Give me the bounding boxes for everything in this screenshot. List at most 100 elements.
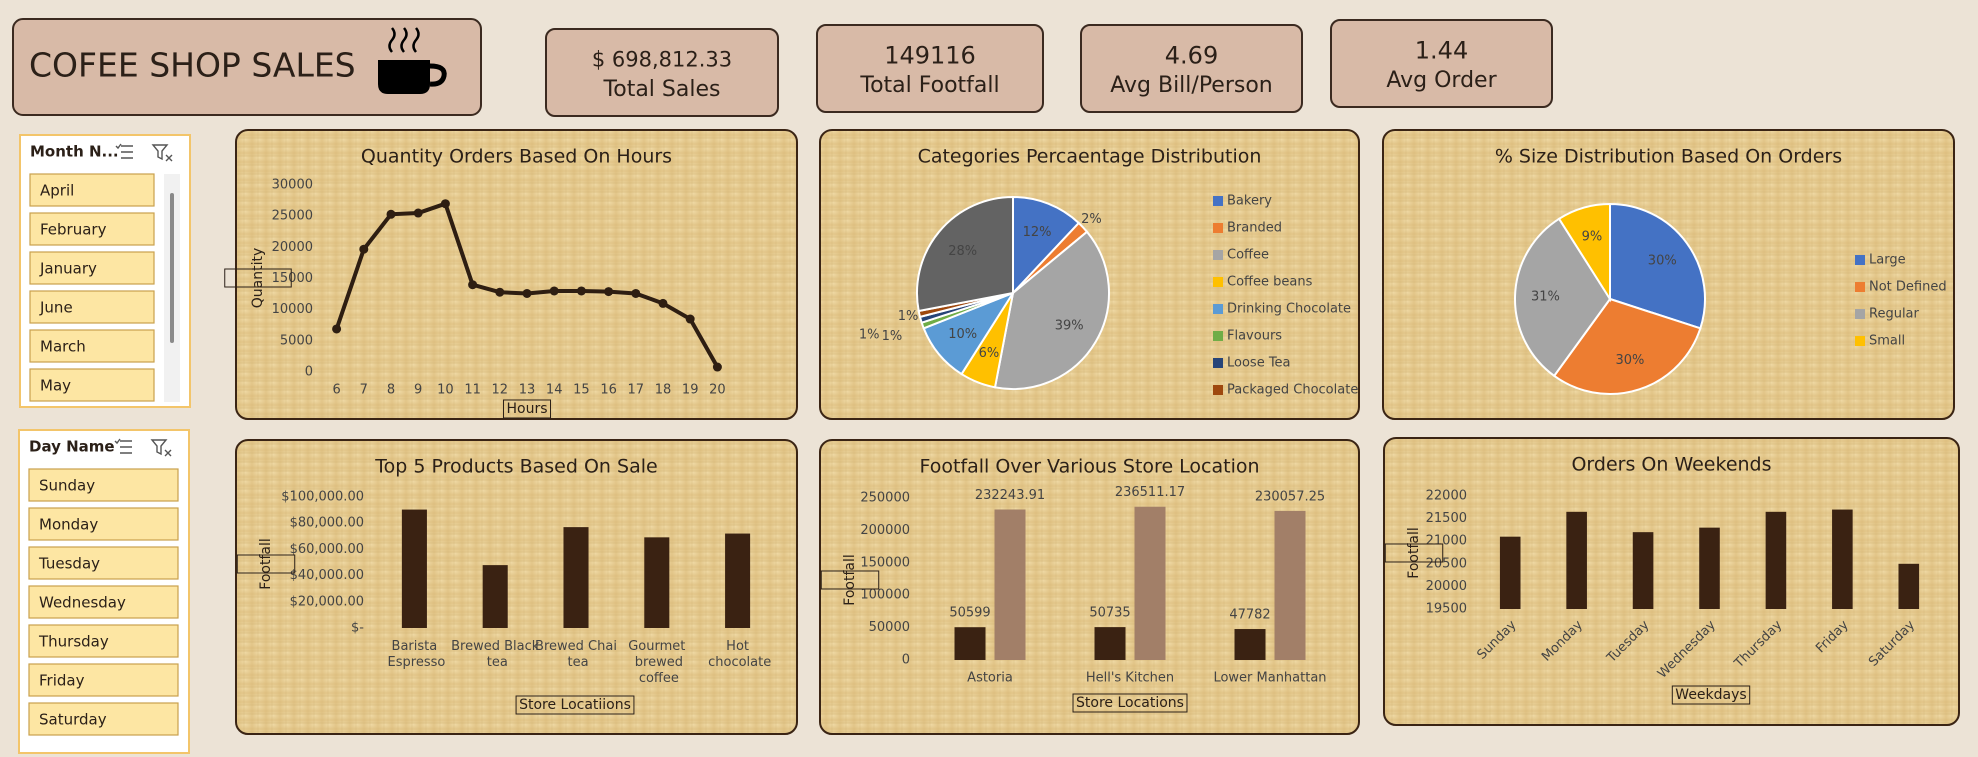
slicer-item[interactable]: May bbox=[29, 368, 155, 402]
kpi-box bbox=[1080, 24, 1303, 113]
bar bbox=[401, 509, 427, 628]
slicer-item-box[interactable] bbox=[29, 368, 155, 402]
slicer-item-label[interactable]: Thursday bbox=[38, 633, 109, 651]
legend-label: Flavours bbox=[1227, 329, 1282, 344]
slicer-item-label[interactable]: Wednesday bbox=[39, 594, 126, 612]
slicer-item-box[interactable] bbox=[29, 329, 155, 363]
slicer-item[interactable]: Wednesday bbox=[28, 585, 179, 619]
point bbox=[359, 244, 369, 254]
pie-slice bbox=[1557, 202, 1611, 303]
bar bbox=[482, 565, 508, 628]
y-axis-title: Footfall bbox=[842, 554, 858, 605]
x-tick-label: Brewed Black tea bbox=[451, 639, 540, 670]
data-label: 50735 bbox=[1089, 606, 1130, 621]
legend-label: Coffee beans bbox=[1227, 275, 1313, 290]
slicers: Month N... April February January June March M… bbox=[18, 134, 191, 754]
x-tick-label: 20 bbox=[709, 383, 726, 398]
data-label: 47782 bbox=[1229, 608, 1270, 623]
legend-label: Regular bbox=[1869, 307, 1920, 322]
legend-swatch bbox=[1855, 309, 1865, 319]
x-tick-label: Barista Espresso bbox=[383, 639, 445, 670]
slicer-item[interactable]: March bbox=[29, 329, 155, 363]
multi-select-icon[interactable] bbox=[114, 438, 132, 454]
icon bbox=[151, 144, 173, 162]
slicer-item[interactable]: June bbox=[29, 290, 155, 324]
slicer-item-label[interactable]: May bbox=[40, 377, 71, 395]
slicer-item[interactable]: January bbox=[29, 251, 155, 285]
slicer-item-label[interactable]: Saturday bbox=[39, 711, 107, 729]
slicer-item[interactable]: Tuesday bbox=[28, 546, 179, 580]
kpi-value: 1.44 bbox=[1415, 36, 1468, 64]
bar bbox=[563, 527, 589, 628]
multi-select-icon[interactable] bbox=[115, 143, 133, 159]
x-tick-label: 14 bbox=[546, 383, 563, 398]
chart-title: Categories Percaentage Distribution bbox=[918, 146, 1262, 168]
slicer-item-box[interactable] bbox=[28, 663, 179, 697]
x-axis-title: Weekdays bbox=[1675, 687, 1746, 703]
scroll-thumb[interactable] bbox=[170, 193, 174, 343]
y-tick-label: 0 bbox=[305, 365, 313, 380]
slicer-item-box[interactable] bbox=[29, 173, 155, 207]
slicer-item[interactable]: Saturday bbox=[28, 702, 179, 736]
pie-slice bbox=[993, 230, 1110, 390]
legend-label: Small bbox=[1869, 334, 1905, 349]
slicer-item-box[interactable] bbox=[28, 546, 179, 580]
x-tick-label: 17 bbox=[628, 383, 645, 398]
legend-label: Bakery bbox=[1227, 194, 1272, 209]
slicer-item-box[interactable] bbox=[28, 507, 179, 541]
axis-title-box bbox=[224, 268, 292, 288]
slicer-item[interactable]: February bbox=[29, 212, 155, 246]
legend-swatch bbox=[1855, 336, 1865, 346]
point bbox=[604, 287, 614, 297]
y-axis-title: Footfall bbox=[1406, 527, 1422, 578]
slicer-item-label[interactable]: February bbox=[40, 221, 107, 239]
point bbox=[386, 209, 396, 219]
slicer-item-box[interactable] bbox=[28, 468, 179, 502]
slicer-item-label[interactable]: Friday bbox=[39, 672, 85, 690]
bar bbox=[994, 509, 1026, 660]
y-tick-label: 19500 bbox=[1426, 602, 1467, 617]
y-tick-label: 20500 bbox=[1426, 556, 1467, 571]
icon bbox=[114, 438, 132, 454]
slicer-item[interactable]: Friday bbox=[28, 663, 179, 697]
legend-label: Not Defined bbox=[1869, 280, 1947, 295]
slicer-item-box[interactable] bbox=[28, 585, 179, 619]
slicer-item[interactable]: April bbox=[29, 173, 155, 207]
slicer-item-label[interactable]: Sunday bbox=[39, 477, 95, 495]
bar bbox=[644, 537, 670, 628]
slicer-item-box[interactable] bbox=[29, 212, 155, 246]
clear-filter-icon[interactable] bbox=[150, 439, 172, 457]
slicer-item-box[interactable] bbox=[29, 290, 155, 324]
point bbox=[685, 314, 695, 324]
y-tick-label: 30000 bbox=[272, 178, 313, 193]
data-label: 1% bbox=[882, 329, 903, 344]
slicer-title: Month N... bbox=[30, 143, 119, 161]
slicer-item-label[interactable]: Tuesday bbox=[38, 555, 100, 573]
y-tick-label: 15000 bbox=[272, 271, 313, 286]
slicer-item[interactable]: Monday bbox=[28, 507, 179, 541]
legend-label: Loose Tea bbox=[1227, 356, 1291, 371]
pie-slice bbox=[1514, 217, 1612, 378]
bar bbox=[1898, 563, 1920, 609]
y-tick-label: 25000 bbox=[272, 209, 313, 224]
slicer-item-label[interactable]: March bbox=[40, 338, 86, 356]
slicer-item-box[interactable] bbox=[28, 702, 179, 736]
slicer-item-box[interactable] bbox=[28, 624, 179, 658]
slicer-item[interactable]: Sunday bbox=[28, 468, 179, 502]
chart-panel: Footfall Over Various Store Location 0 500… bbox=[819, 439, 1360, 735]
slicer-item-box[interactable] bbox=[29, 251, 155, 285]
x-tick-label: 16 bbox=[600, 383, 617, 398]
slicer-item-label[interactable]: January bbox=[39, 260, 97, 278]
slicer-item-label[interactable]: June bbox=[39, 299, 73, 317]
chart-title: Quantity Orders Based On Hours bbox=[361, 146, 672, 168]
chart-panel: Categories Percaentage Distribution 12% 2%… bbox=[819, 129, 1360, 420]
data-label: 236511.17 bbox=[1115, 485, 1185, 500]
data-label: 10% bbox=[948, 327, 977, 342]
slicer-item-label[interactable]: Monday bbox=[39, 516, 98, 534]
bar bbox=[1274, 510, 1306, 660]
point bbox=[332, 324, 342, 334]
clear-filter-icon[interactable] bbox=[151, 144, 173, 162]
slicer-item-label[interactable]: April bbox=[40, 182, 74, 200]
legend-swatch bbox=[1213, 358, 1223, 368]
slicer-item[interactable]: Thursday bbox=[28, 624, 179, 658]
